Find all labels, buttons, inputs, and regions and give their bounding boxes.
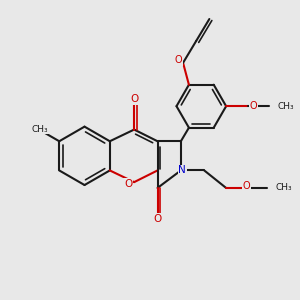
Text: O: O — [243, 182, 250, 191]
Text: N: N — [178, 165, 186, 176]
Text: O: O — [124, 178, 132, 189]
Text: O: O — [175, 55, 182, 65]
Text: O: O — [130, 94, 138, 104]
Text: O: O — [153, 214, 162, 224]
Text: CH₃: CH₃ — [276, 184, 292, 193]
Text: CH₃: CH₃ — [278, 102, 294, 111]
Text: CH₃: CH₃ — [31, 125, 48, 134]
Text: O: O — [250, 101, 257, 111]
